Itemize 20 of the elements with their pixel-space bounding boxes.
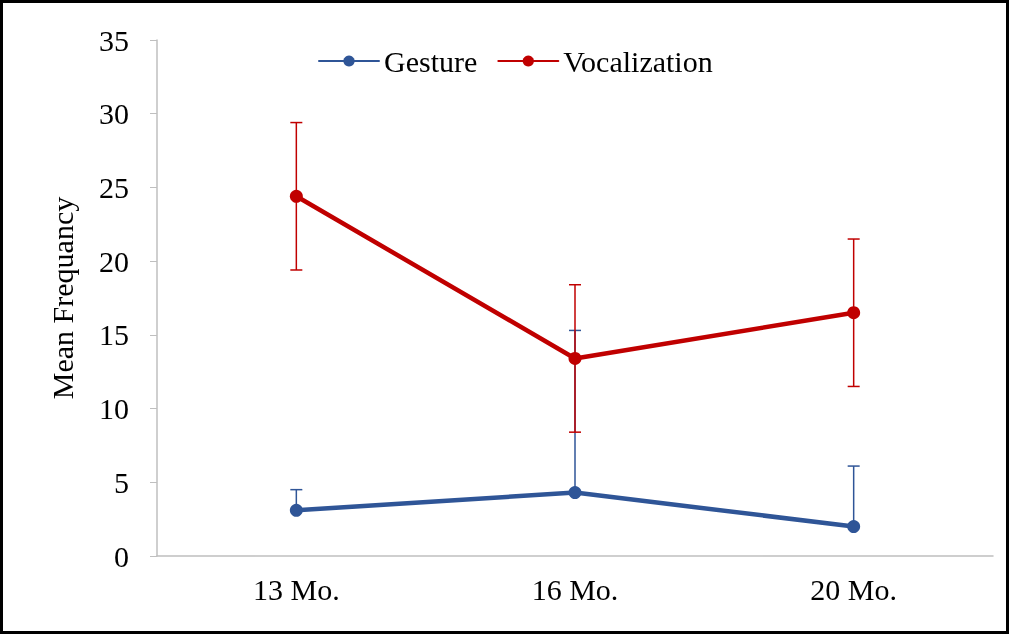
y-tick-label: 20 xyxy=(99,244,129,278)
y-axis-title: Mean Frequancy xyxy=(45,196,79,400)
legend-label: Vocalization xyxy=(563,44,713,78)
point xyxy=(289,503,303,517)
y-tick-label: 30 xyxy=(99,97,129,131)
x-tick-label: 16 Mo. xyxy=(531,572,619,606)
legend-label: Gesture xyxy=(384,44,478,78)
point xyxy=(847,520,861,534)
x-tick-label: 13 Mo. xyxy=(252,572,340,606)
point xyxy=(289,189,303,203)
point xyxy=(568,351,582,365)
x-tick-label: 20 Mo. xyxy=(810,572,898,606)
y-tick-label: 5 xyxy=(114,465,129,499)
y-tick-label: 10 xyxy=(99,392,129,426)
y-tick-label: 15 xyxy=(99,318,129,352)
y-tick-label: 35 xyxy=(99,23,129,57)
y-tick-label: 25 xyxy=(99,170,129,204)
point xyxy=(568,486,582,500)
point xyxy=(847,306,861,320)
y-tick-label: 0 xyxy=(114,539,129,573)
